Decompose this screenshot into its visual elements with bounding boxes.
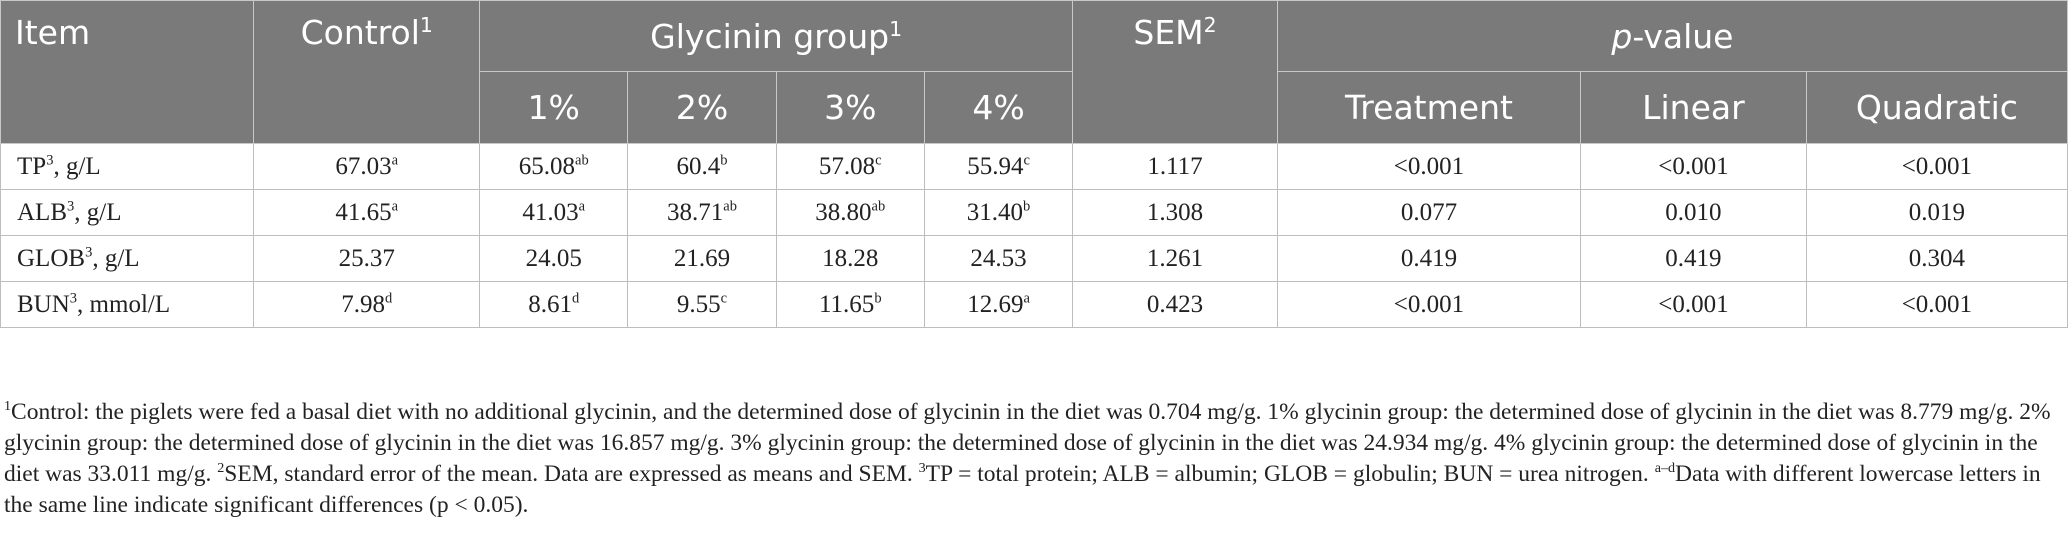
value-cell: 41.65a: [253, 189, 481, 236]
table-footnote: 1Control: the piglets were fed a basal d…: [4, 397, 2064, 521]
p-value-cell: <0.001: [1805, 281, 2068, 328]
p-value-cell: 0.010: [1580, 189, 1807, 236]
header-quadratic: Quadratic: [1805, 71, 2068, 144]
value-cell: 67.03a: [253, 143, 481, 190]
p-value-cell: 0.019: [1805, 189, 2068, 236]
footnote-4-marker: a–d: [1654, 460, 1676, 477]
header-sem: SEM2: [1072, 0, 1278, 144]
sem-cell: 0.423: [1072, 281, 1278, 328]
value-cell: 65.08ab: [479, 143, 629, 190]
p-value-cell: <0.001: [1580, 281, 1807, 328]
p-value-cell: 0.304: [1805, 235, 2068, 282]
header-dose-1: 1%: [479, 71, 629, 144]
header-dose-4: 4%: [923, 71, 1074, 144]
value-cell: 24.53: [923, 235, 1074, 282]
row-label: TP3, g/L: [0, 143, 255, 190]
value-cell: 55.94c: [923, 143, 1074, 190]
row-label: GLOB3, g/L: [0, 235, 255, 282]
value-cell: 12.69a: [923, 281, 1074, 328]
data-table: Item Control1 Glycinin group1 SEM2 p-val…: [0, 0, 2068, 328]
p-value-cell: <0.001: [1805, 143, 2068, 190]
header-glycinin-group: Glycinin group1: [479, 0, 1074, 72]
sem-cell: 1.117: [1072, 143, 1278, 190]
header-dose-2: 2%: [627, 71, 777, 144]
p-value-cell: <0.001: [1580, 143, 1807, 190]
header-dose-3: 3%: [775, 71, 925, 144]
value-cell: 21.69: [627, 235, 777, 282]
footnote-1-marker: 1: [4, 398, 12, 415]
p-value-cell: 0.077: [1276, 189, 1582, 236]
footnote-3: TP = total protein; ALB = albumin; GLOB …: [925, 461, 1655, 487]
table-row: ALB3, g/L 41.65a 41.03a 38.71ab 38.80ab 31.40…: [0, 189, 2068, 236]
value-cell: 24.05: [479, 235, 629, 282]
footnote-1: Control: the piglets were fed a basal di…: [4, 399, 2051, 487]
value-cell: 8.61d: [479, 281, 629, 328]
value-cell: 60.4b: [627, 143, 777, 190]
row-label: ALB3, g/L: [0, 189, 255, 236]
header-control: Control1: [253, 0, 481, 144]
footnote-4: Data with different lowercase letters in…: [4, 461, 2041, 518]
footnote-2: SEM, standard error of the mean. Data ar…: [224, 461, 919, 487]
table-row: GLOB3, g/L 25.37 24.05 21.69 18.28 24.53 1.261…: [0, 235, 2068, 282]
value-cell: 25.37: [253, 235, 481, 282]
footnote-2-marker: 2: [217, 460, 225, 477]
header-p-value: p-value: [1276, 0, 2068, 72]
sem-cell: 1.308: [1072, 189, 1278, 236]
value-cell: 41.03a: [479, 189, 629, 236]
value-cell: 38.80ab: [775, 189, 925, 236]
footnote-3-marker: 3: [918, 460, 926, 477]
value-cell: 11.65b: [775, 281, 925, 328]
sem-cell: 1.261: [1072, 235, 1278, 282]
value-cell: 18.28: [775, 235, 925, 282]
value-cell: 57.08c: [775, 143, 925, 190]
table-row: TP3, g/L 67.03a 65.08ab 60.4b 57.08c 55.94c 1.…: [0, 143, 2068, 190]
row-label: BUN3, mmol/L: [0, 281, 255, 328]
table-row: BUN3, mmol/L 7.98d 8.61d 9.55c 11.65b 12.69a 0…: [0, 281, 2068, 328]
p-value-cell: 0.419: [1276, 235, 1582, 282]
p-value-cell: <0.001: [1276, 143, 1582, 190]
header-linear: Linear: [1580, 71, 1807, 144]
header-treatment: Treatment: [1276, 71, 1582, 144]
value-cell: 31.40b: [923, 189, 1074, 236]
header-item: Item: [0, 0, 255, 144]
value-cell: 38.71ab: [627, 189, 777, 236]
p-value-cell: 0.419: [1580, 235, 1807, 282]
p-value-cell: <0.001: [1276, 281, 1582, 328]
value-cell: 7.98d: [253, 281, 481, 328]
value-cell: 9.55c: [627, 281, 777, 328]
